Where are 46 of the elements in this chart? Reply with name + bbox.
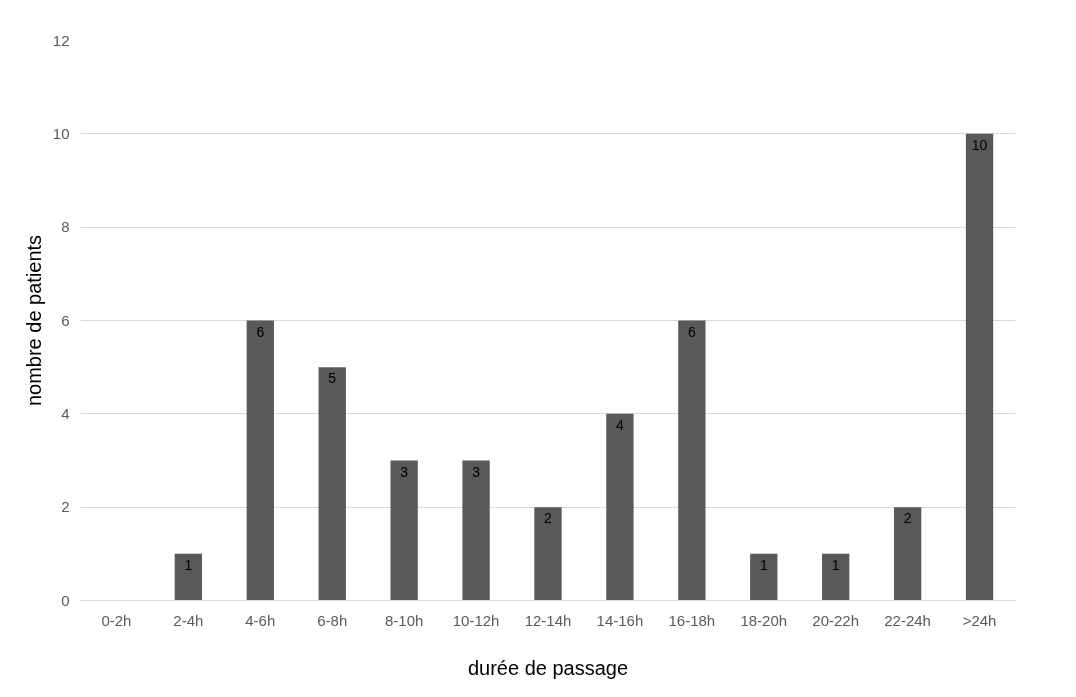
data-label: 2 [544, 510, 553, 527]
y-tick-label: 0 [61, 591, 70, 609]
bar [606, 413, 634, 601]
data-label: 2 [903, 510, 912, 527]
x-tick-label: 18-20h [740, 611, 788, 629]
data-label: 1 [831, 556, 840, 573]
bar [750, 553, 778, 601]
x-tick-label: 20-22h [812, 611, 860, 629]
bar [246, 320, 274, 601]
y-tick-label: 10 [52, 124, 70, 142]
data-label: 4 [616, 416, 625, 433]
y-tick-label: 2 [61, 498, 70, 516]
bar [678, 320, 706, 601]
x-tick-label: 0-2h [101, 611, 132, 629]
x-tick-label: 2-4h [173, 611, 204, 629]
data-label: 5 [328, 370, 337, 387]
x-tick-label: 16-18h [668, 611, 716, 629]
x-tick-label: 12-14h [524, 611, 572, 629]
x-tick-label: 10-12h [452, 611, 500, 629]
bar [534, 507, 562, 601]
x-tick-label: 14-16h [596, 611, 644, 629]
data-label: 3 [472, 463, 481, 480]
x-axis-title: durée de passage [467, 656, 629, 679]
y-tick-label: 4 [61, 404, 70, 422]
data-label: 1 [759, 556, 768, 573]
y-tick-label: 8 [61, 218, 70, 236]
bar [822, 553, 850, 601]
bar [174, 553, 203, 601]
x-tick-label: 4-6h [245, 611, 276, 629]
y-axis-title: nombre de patients [22, 234, 45, 407]
y-tick-label: 6 [61, 311, 70, 329]
data-label: 6 [687, 323, 696, 340]
data-label: 3 [400, 463, 409, 480]
x-tick-label: 8-10h [384, 611, 424, 629]
y-tick-label: 12 [52, 31, 70, 49]
bar [462, 460, 490, 601]
x-tick-label: >24h [962, 611, 997, 629]
bar [893, 507, 922, 601]
bar [965, 133, 994, 601]
x-tick-label: 6-8h [317, 611, 348, 629]
data-label: 1 [184, 556, 193, 573]
bar [390, 460, 418, 601]
data-label: 10 [971, 136, 988, 153]
data-label: 6 [256, 323, 265, 340]
x-tick-label: 22-24h [884, 611, 931, 629]
bar [318, 367, 346, 601]
